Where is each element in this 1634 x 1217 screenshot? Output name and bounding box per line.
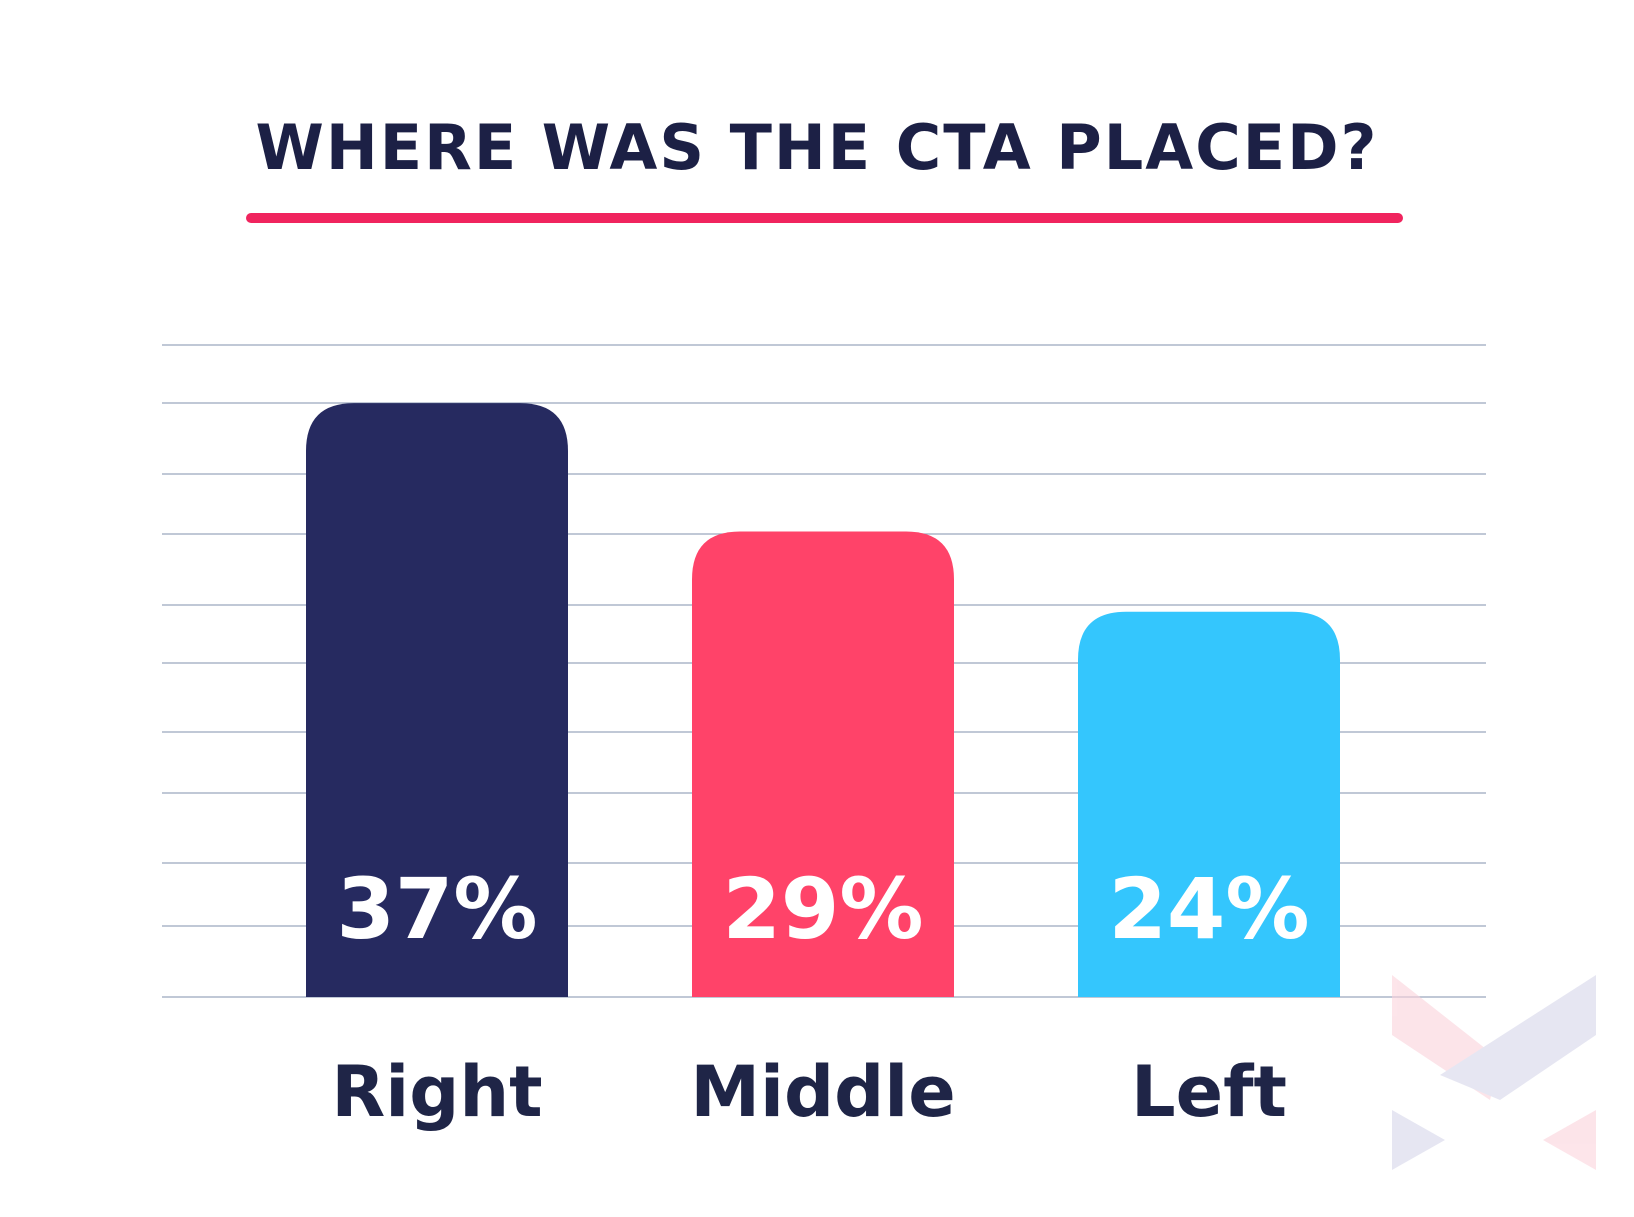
x-tick-label: Middle	[690, 1051, 955, 1133]
logo-shape	[1392, 1110, 1445, 1170]
value-label: 29%	[722, 860, 923, 958]
bar	[306, 403, 568, 997]
chart-title: WHERE WAS THE CTA PLACED?	[255, 111, 1378, 184]
logo-shape	[1543, 1110, 1596, 1170]
bar	[692, 531, 954, 997]
value-label: 24%	[1108, 860, 1309, 958]
x-tick-label: Left	[1131, 1051, 1287, 1133]
bar	[1078, 611, 1340, 997]
value-label: 37%	[336, 860, 537, 958]
x-tick-label: Right	[331, 1051, 542, 1133]
logo	[1392, 975, 1596, 1170]
logo-shape	[1440, 975, 1596, 1100]
